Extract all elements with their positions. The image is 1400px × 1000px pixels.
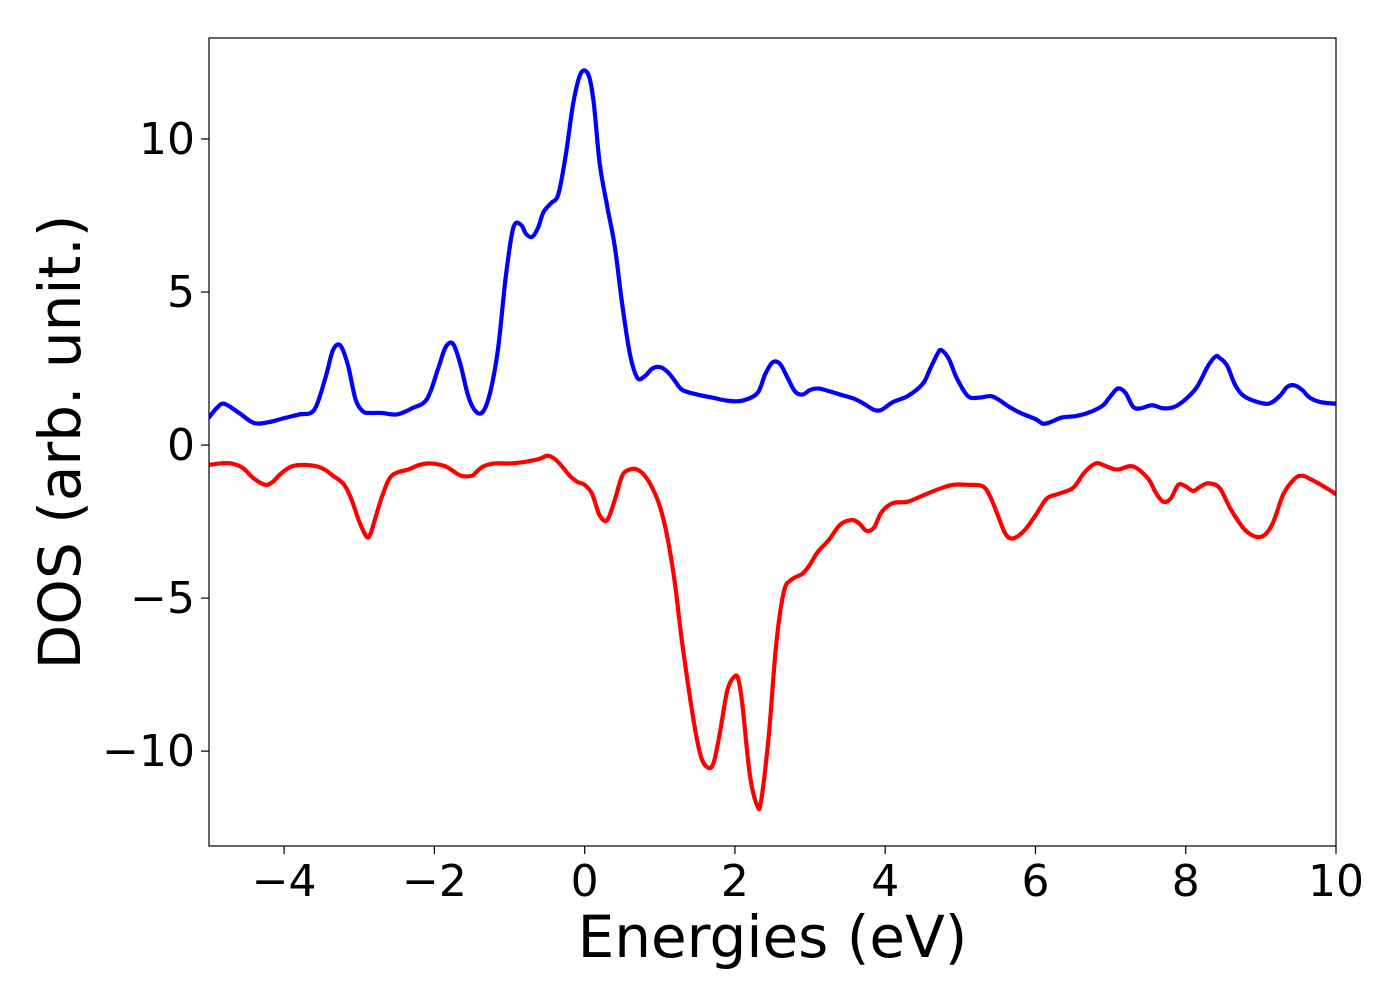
x-tick-label: 10 bbox=[1308, 856, 1364, 907]
y-tick-label: 0 bbox=[167, 420, 195, 471]
y-tick-label: −10 bbox=[102, 726, 195, 777]
x-tick-label: 0 bbox=[571, 856, 599, 907]
x-tick-label: 2 bbox=[721, 856, 749, 907]
y-tick-label: 10 bbox=[139, 114, 195, 165]
x-axis-ticks: −4 −2 0 2 4 6 8 10 bbox=[252, 846, 1364, 907]
y-tick-label: 5 bbox=[167, 267, 195, 318]
x-axis-label: Energies (eV) bbox=[578, 903, 968, 971]
y-axis-ticks: −10 −5 0 5 10 bbox=[102, 114, 209, 777]
plot-frame bbox=[208, 37, 1337, 847]
x-tick-label: 6 bbox=[1021, 856, 1049, 907]
y-tick-label: −5 bbox=[130, 573, 195, 624]
x-tick-label: −2 bbox=[402, 856, 467, 907]
x-tick-label: −4 bbox=[252, 856, 317, 907]
series-line-2 bbox=[209, 453, 1336, 812]
series-line-1 bbox=[209, 68, 1336, 426]
y-axis-label: DOS (arb. unit.) bbox=[26, 215, 94, 670]
x-tick-label: 8 bbox=[1172, 856, 1200, 907]
plot-area bbox=[209, 68, 1336, 812]
x-tick-label: 4 bbox=[871, 856, 899, 907]
